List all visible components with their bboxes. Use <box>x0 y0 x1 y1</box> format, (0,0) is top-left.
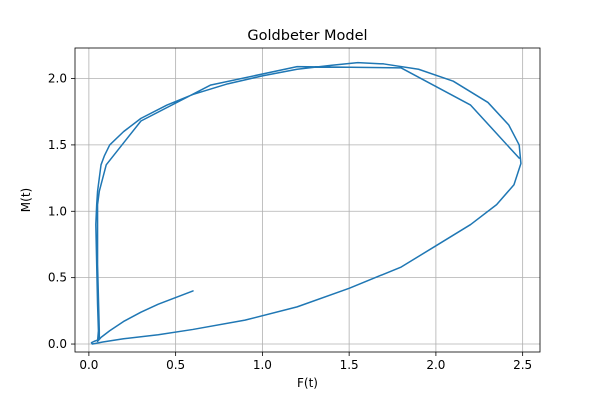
x-tick-label: 0.5 <box>166 358 185 372</box>
x-axis-label: F(t) <box>297 376 318 390</box>
grid-layer <box>75 48 540 352</box>
chart-title: Goldbeter Model <box>247 28 367 44</box>
x-tick-label: 2.0 <box>426 358 445 372</box>
series-line <box>90 61 522 345</box>
x-tick-label: 1.5 <box>340 358 359 372</box>
y-tick-label: 1.0 <box>48 204 67 218</box>
x-tick-label: 2.5 <box>513 358 532 372</box>
y-tick-label: 0.0 <box>48 337 67 351</box>
y-tick-label: 0.5 <box>48 271 67 285</box>
x-tick-label: 0.0 <box>79 358 98 372</box>
tick-layer: 0.0 0.5 1.0 1.5 2.0 2.5 0.0 0.5 1.0 1.5 2.0 <box>48 72 532 372</box>
y-tick-label: 1.5 <box>48 138 67 152</box>
x-tick-label: 1.0 <box>253 358 272 372</box>
series-layer <box>90 61 522 345</box>
y-axis-label: M(t) <box>19 188 33 212</box>
y-tick-label: 2.0 <box>48 72 67 86</box>
plot-frame <box>74 47 541 353</box>
